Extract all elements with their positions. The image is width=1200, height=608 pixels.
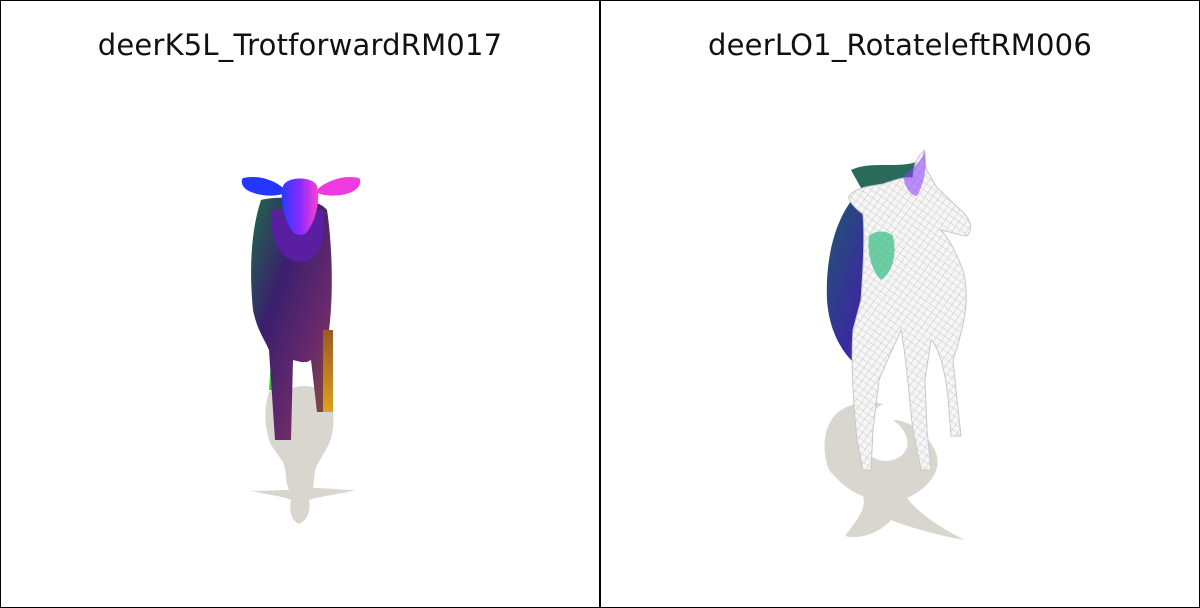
right-ear	[315, 176, 361, 196]
ground-shadow	[247, 385, 355, 524]
panel-title-left: deerK5L_TrotforwardRM017	[97, 28, 503, 62]
panel-divider	[599, 0, 601, 608]
left-ear	[241, 176, 287, 196]
front-leg-right	[323, 330, 333, 412]
ground-shadow	[824, 402, 965, 540]
deer-head	[281, 178, 319, 235]
deer-wireframe-body	[848, 149, 971, 471]
head-purple-tint	[903, 150, 926, 196]
panel-title-right: deerLO1_RotateleftRM006	[708, 28, 1092, 62]
deer-render-front-view	[241, 176, 361, 524]
inner-green-region	[868, 231, 895, 280]
panel-left: deerK5L_TrotforwardRM017	[1, 0, 599, 608]
deer-render-wireframe-view	[824, 149, 971, 540]
panel-right: deerLO1_RotateleftRM006	[601, 0, 1199, 608]
